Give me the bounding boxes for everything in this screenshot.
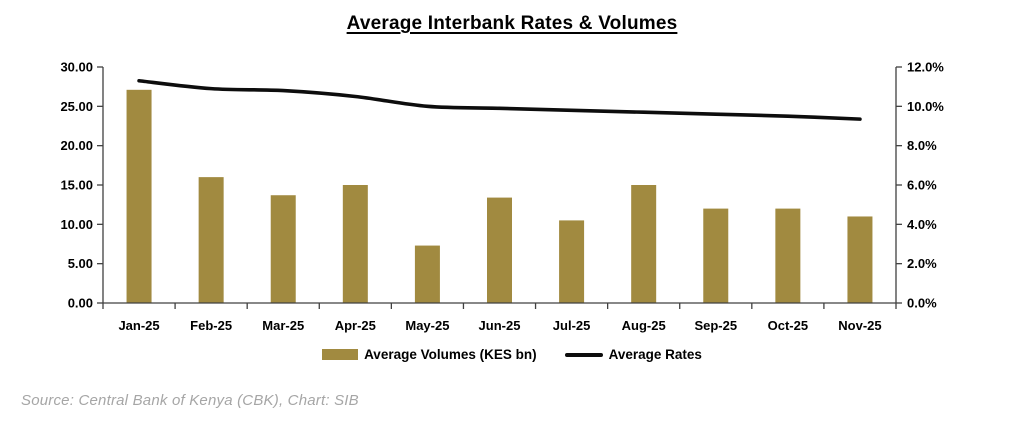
volume-bar	[270, 195, 296, 303]
x-category-label: Mar-25	[262, 318, 304, 333]
left-axis-tick-label: 5.00	[68, 256, 93, 271]
x-category-label: Apr-25	[335, 318, 376, 333]
left-axis-tick-label: 10.00	[60, 217, 93, 232]
left-axis-tick-label: 30.00	[60, 60, 93, 75]
rates-line	[137, 78, 862, 121]
legend-label-rates: Average Rates	[608, 347, 702, 362]
legend-label-volumes: Average Volumes (KES bn)	[364, 347, 537, 362]
left-axis-tick-label: 0.00	[68, 296, 93, 311]
right-axis-tick-label: 0.0%	[907, 296, 937, 311]
right-axis-tick-label: 2.0%	[907, 256, 937, 271]
x-category-label: Sep-25	[694, 318, 737, 333]
chart-title: Average Interbank Rates & Volumes	[346, 13, 678, 34]
volume-bar	[414, 245, 440, 303]
rates-line-swatch-icon	[564, 352, 603, 357]
source-note: Source: Central Bank of Kenya (CBK), Cha…	[21, 392, 359, 409]
left-axis-tick-label: 20.00	[60, 138, 93, 153]
legend: Average Volumes (KES bn) Average Rates	[0, 347, 1024, 362]
volume-bar	[198, 177, 224, 303]
volume-bar	[631, 185, 657, 303]
right-axis-tick-label: 10.0%	[907, 99, 944, 114]
volume-bar	[487, 197, 512, 303]
volume-bar	[126, 89, 152, 303]
plot-area: 0.00 5.00 10.00 15.00 20.00 25.00 30.00 0.0% 2.0…	[0, 50, 1024, 350]
volume-bar	[559, 220, 585, 303]
volume-bar	[775, 208, 801, 303]
combo-chart: 0.00 5.00 10.00 15.00 20.00 25.00 30.00 0.0% 2.0…	[60, 60, 944, 334]
x-category-label: Nov-25	[838, 318, 881, 333]
volume-bar	[703, 208, 729, 303]
volume-bar	[847, 216, 873, 303]
volume-bar	[342, 185, 368, 303]
x-category-label: Jul-25	[553, 318, 591, 333]
legend-item-volumes: Average Volumes (KES bn)	[322, 347, 537, 362]
x-category-label: Jun-25	[479, 318, 521, 333]
right-axis-tick-label: 8.0%	[907, 138, 937, 153]
x-category-label: Aug-25	[622, 318, 666, 333]
x-category-label: Oct-25	[768, 318, 808, 333]
x-category-label: Feb-25	[190, 318, 232, 333]
left-axis-tick-label: 25.00	[60, 99, 93, 114]
right-axis-tick-label: 4.0%	[907, 217, 937, 232]
left-axis-tick-label: 15.00	[60, 178, 93, 193]
volumes-bar-swatch-icon	[322, 349, 359, 360]
x-category-label: May-25	[405, 318, 449, 333]
x-category-label: Jan-25	[118, 318, 159, 333]
legend-item-rates: Average Rates	[564, 347, 702, 362]
right-axis-tick-label: 6.0%	[907, 178, 937, 193]
right-axis-tick-label: 12.0%	[907, 60, 944, 75]
